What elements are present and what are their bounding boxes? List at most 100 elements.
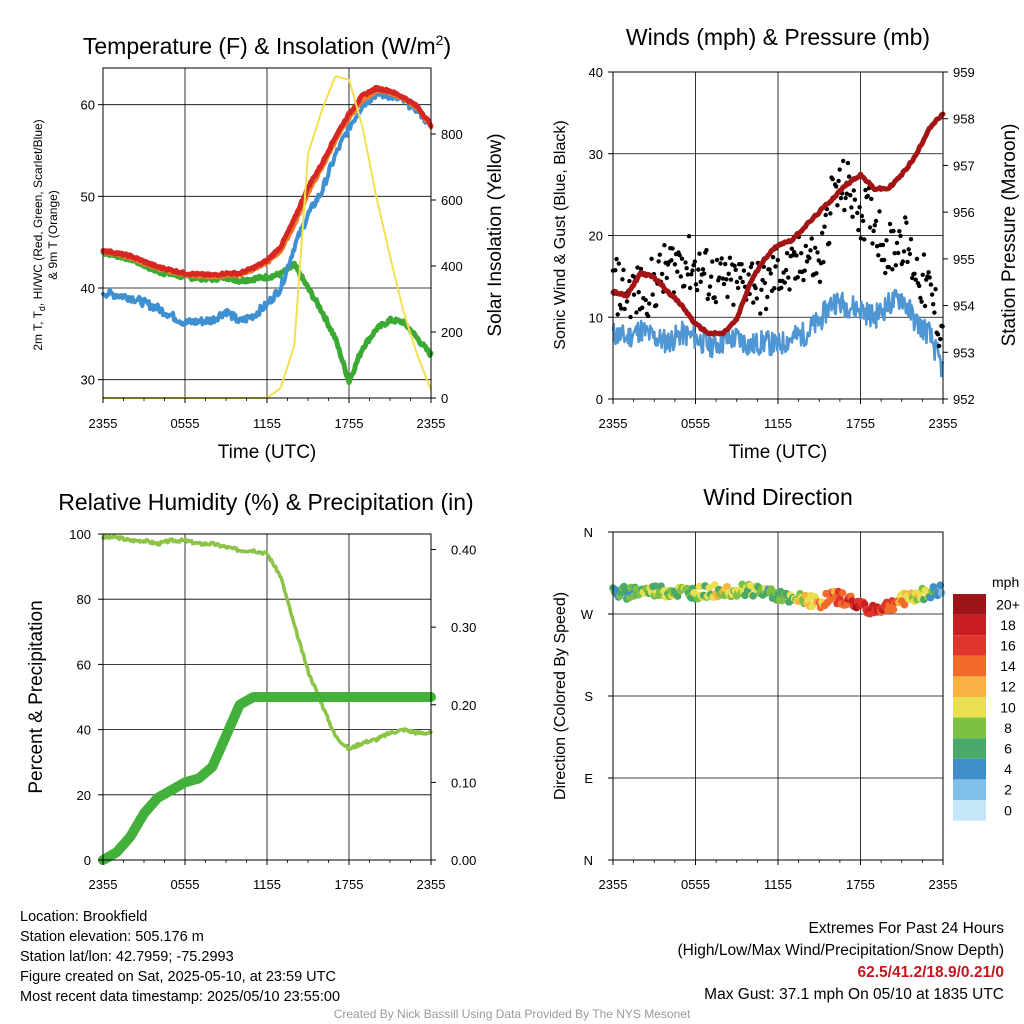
direction-point: [889, 605, 898, 614]
legend-label: 10: [1000, 699, 1016, 715]
gust-point: [843, 195, 848, 201]
temp-title: Temperature (F) & Insolation (W/m2): [83, 32, 451, 59]
y-tick-label: 30: [81, 373, 95, 388]
x-tick-label: 2355: [599, 416, 628, 431]
x-tick-label: 1155: [253, 416, 281, 431]
legend-label: 14: [1000, 658, 1016, 674]
legend-swatch: [953, 779, 986, 800]
gust-point: [918, 295, 923, 301]
gust-point: [920, 272, 925, 277]
gust-point: [723, 261, 728, 267]
dir-ylabel: Direction (Colored By Speed): [552, 592, 569, 800]
gust-point: [869, 196, 874, 202]
temp-xlabel: Time (UTC): [218, 442, 317, 463]
gust-point: [720, 276, 726, 281]
gust-point: [838, 195, 844, 201]
gust-point: [859, 213, 865, 219]
pressure-line: [610, 111, 946, 337]
recent-timestamp: Most recent data timestamp: 2025/05/10 2…: [20, 989, 341, 1005]
gust-point: [645, 313, 651, 319]
gust-point: [714, 257, 720, 263]
gust-point: [903, 215, 908, 220]
gust-point: [809, 236, 814, 241]
gust-point: [710, 259, 715, 264]
gust-point: [693, 282, 699, 287]
gust-point: [670, 246, 675, 251]
legend-swatch: [953, 614, 986, 636]
gust-point: [696, 267, 701, 272]
gust-point: [765, 294, 770, 300]
gust-point: [828, 211, 833, 216]
gust-point: [856, 227, 861, 233]
gust-point: [698, 279, 703, 284]
gust-point: [815, 250, 820, 255]
legend-swatch: [953, 800, 986, 821]
gust-point: [614, 256, 619, 262]
gust-point: [787, 287, 792, 292]
gust-point: [910, 275, 915, 281]
gust-point: [649, 256, 654, 261]
x-tick-label: 1155: [764, 877, 792, 892]
gust-point: [874, 244, 880, 249]
gust-point: [936, 343, 942, 349]
y-tick-label: 30: [589, 147, 603, 162]
x-tick-label: 0555: [171, 416, 200, 431]
y-tick-label: 50: [81, 189, 95, 204]
y-right-tick-label: 957: [953, 158, 975, 173]
gust-point: [938, 336, 943, 342]
y-right-tick-label: 800: [441, 127, 463, 142]
y-right-tick-label: 0.20: [451, 698, 476, 713]
gust-point: [880, 242, 886, 248]
legend-swatch: [953, 738, 986, 759]
y-right-tick-label: 952: [953, 392, 975, 407]
gust-point: [817, 279, 823, 284]
gust-point: [724, 277, 729, 282]
legend-label: 20+: [996, 596, 1020, 612]
gust-point: [835, 203, 840, 208]
gust-point: [754, 296, 759, 301]
wind-ticks: 2355 0555 1155 1755 2355 0 10 20 30 40 952 953 954 95…: [589, 65, 975, 431]
rh-panel: Relative Humidity (%) & Precipitation (i…: [26, 489, 476, 892]
gust-point: [813, 245, 818, 250]
gust-point: [872, 223, 877, 228]
y-tick-label: 10: [589, 310, 603, 325]
gust-point: [686, 234, 692, 239]
gust-point: [735, 285, 741, 291]
gust-point: [751, 300, 756, 305]
direction-point: [723, 583, 731, 591]
gust-point: [746, 272, 751, 277]
gust-point: [619, 306, 624, 311]
gust-point: [692, 259, 697, 264]
gust-point: [772, 286, 777, 291]
figure-created: Figure created on Sat, 2025-05-10, at 23…: [20, 969, 336, 985]
gust-point: [732, 263, 737, 268]
gust-point: [636, 290, 641, 295]
gust-point: [758, 311, 763, 316]
gust-point: [690, 268, 695, 273]
y-tick-label: 20: [77, 788, 91, 803]
legend-label: 2: [1004, 782, 1012, 798]
gust-point: [721, 281, 727, 287]
gust-point: [783, 267, 789, 273]
gust-point: [705, 296, 710, 302]
gust-point: [682, 283, 687, 289]
gust-point: [685, 272, 690, 277]
gust-point: [689, 272, 694, 277]
gust-point: [906, 247, 911, 252]
gust-point: [870, 241, 875, 246]
wind-series: [610, 111, 946, 378]
y-tick-label: 80: [77, 592, 91, 607]
gust-point: [820, 230, 825, 236]
gust-point: [753, 285, 758, 291]
gust-point: [808, 248, 813, 253]
gust-point: [697, 251, 702, 256]
gust-point: [821, 259, 826, 265]
gust-point: [741, 268, 747, 273]
gust-point: [647, 301, 652, 306]
dir-title: Wind Direction: [703, 484, 853, 510]
gust-point: [852, 197, 858, 202]
dir-legend-title: mph: [992, 574, 1019, 590]
wind-panel: Winds (mph) & Pressure (mb) 2355 0555 1155…: [552, 24, 1020, 463]
y-right-tick-label: 953: [953, 345, 975, 360]
gust-point: [849, 205, 854, 210]
